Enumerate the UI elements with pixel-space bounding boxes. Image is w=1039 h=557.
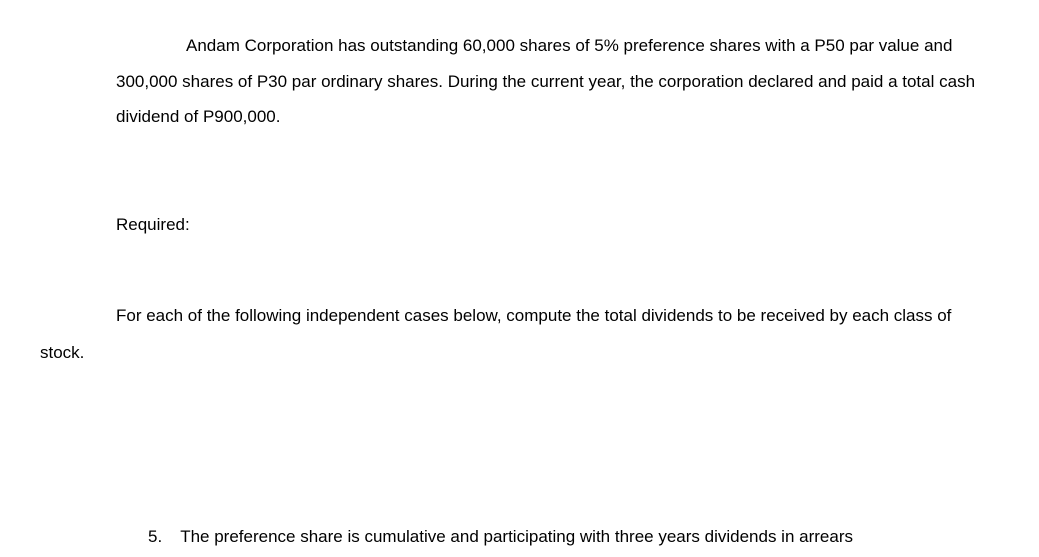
question-text: The preference share is cumulative and p…: [180, 527, 853, 547]
document-content: Andam Corporation has outstanding 60,000…: [40, 28, 999, 547]
required-label: Required:: [40, 215, 999, 235]
intro-line-2: 300,000 shares of P30 par ordinary share…: [40, 64, 999, 100]
instruction-line-2: stock.: [40, 334, 999, 371]
intro-line-3: dividend of P900,000.: [40, 99, 999, 135]
question-item-5: 5. The preference share is cumulative an…: [40, 527, 999, 547]
instruction-paragraph: For each of the following independent ca…: [40, 297, 999, 372]
question-number: 5.: [148, 527, 162, 547]
intro-line-1: Andam Corporation has outstanding 60,000…: [40, 28, 999, 64]
intro-paragraph: Andam Corporation has outstanding 60,000…: [40, 28, 999, 135]
instruction-line-1: For each of the following independent ca…: [40, 297, 999, 334]
